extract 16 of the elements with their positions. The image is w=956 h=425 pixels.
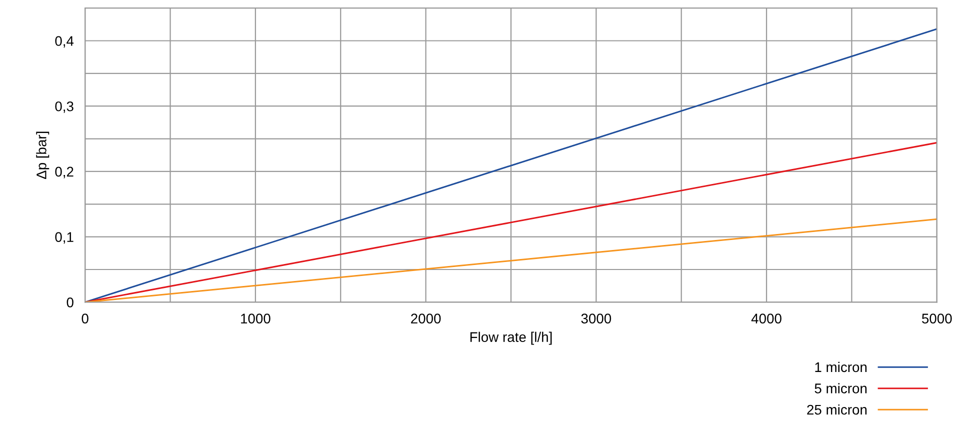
- y-axis-title: Δp [bar]: [36, 132, 50, 180]
- x-tick-label: 1000: [241, 314, 270, 324]
- x-tick-label: 5000: [922, 314, 952, 324]
- legend-label: 1 micron: [815, 362, 867, 372]
- y-tick-label: 0,4: [55, 36, 74, 48]
- x-tick-label: 4000: [751, 314, 782, 324]
- x-tick-label: 3000: [581, 314, 612, 324]
- y-tick-label: 0,2: [55, 166, 74, 178]
- x-tick-label: 0: [82, 314, 88, 324]
- x-axis-title: Flow rate [l/h]: [470, 332, 552, 345]
- legend-label: 5 micron: [814, 383, 867, 394]
- y-tick-label: 0,1: [55, 232, 74, 244]
- x-tick-label: 2000: [411, 314, 441, 324]
- legend-label: 25 micron: [807, 404, 867, 415]
- y-tick-label: 0: [66, 298, 74, 308]
- y-tick-label: 0,3: [55, 101, 74, 113]
